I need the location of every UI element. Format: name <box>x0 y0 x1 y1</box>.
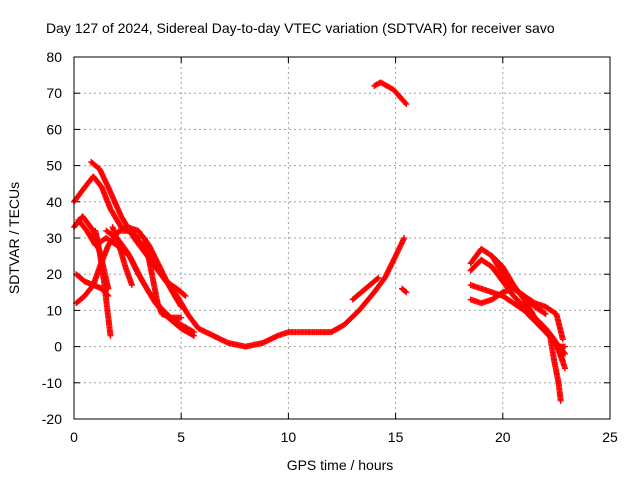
data-point-marker <box>559 336 566 343</box>
series-s7 <box>92 227 114 339</box>
data-point-marker <box>401 235 408 241</box>
data-point-marker <box>374 275 381 282</box>
data-point-marker <box>178 303 185 310</box>
y-tick-label: -20 <box>42 411 62 427</box>
x-tick-label: 25 <box>602 429 618 445</box>
x-tick-labels: 0 5 10 15 20 25 <box>70 429 618 445</box>
data-point-marker <box>561 365 568 372</box>
series-s11 <box>109 224 135 289</box>
data-point-marker <box>402 100 409 107</box>
series-s20 <box>546 332 564 404</box>
y-tick-label: 50 <box>46 158 62 174</box>
series-s21 <box>542 325 568 350</box>
y-axis-title: SDTVAR / TECUs <box>6 182 22 294</box>
series-s14 <box>399 285 410 296</box>
data-point-marker <box>191 329 198 336</box>
data-point-marker <box>561 343 568 350</box>
data-point-marker <box>182 292 189 299</box>
data-point-marker <box>178 314 185 321</box>
x-axis-title: GPS time / hours <box>287 457 394 473</box>
y-tick-label: 30 <box>46 230 62 246</box>
series-s19 <box>489 253 566 343</box>
data-point-marker <box>541 310 548 317</box>
series-s8 <box>103 227 198 336</box>
x-tick-label: 20 <box>495 429 511 445</box>
chart-title: Day 127 of 2024, Sidereal Day-to-day VTE… <box>46 20 555 36</box>
data-point-marker <box>557 397 564 404</box>
y-tick-label: 0 <box>54 339 62 355</box>
data-point-marker <box>402 288 409 295</box>
y-tick-label: 10 <box>46 302 62 318</box>
data-point-marker <box>128 282 135 289</box>
x-tick-label: 5 <box>177 429 185 445</box>
data-point-marker <box>403 101 410 108</box>
y-tick-label: 60 <box>46 121 62 137</box>
y-tick-label: 70 <box>46 85 62 101</box>
y-tick-label: 80 <box>46 49 62 65</box>
data-point-marker <box>177 302 184 309</box>
plot-frame <box>73 56 611 420</box>
x-tick-label: 0 <box>70 429 78 445</box>
series-s12 <box>371 79 410 108</box>
x-tick-label: 10 <box>281 429 297 445</box>
data-point-marker <box>181 292 188 299</box>
data-point-marker <box>375 274 382 281</box>
data-point-marker <box>403 289 410 296</box>
series-s9 <box>124 224 185 310</box>
series-s13 <box>349 274 382 303</box>
y-tick-label: 40 <box>46 194 62 210</box>
data-point-marker <box>189 328 196 335</box>
data-point-marker <box>107 332 114 339</box>
data-point-marker <box>542 311 549 318</box>
series-s10 <box>141 235 185 321</box>
data-series <box>71 79 568 404</box>
y-tick-label: 20 <box>46 266 62 282</box>
y-tick-labels: -20 -10 0 10 20 30 40 50 60 70 80 <box>42 49 62 427</box>
data-point-marker <box>134 234 141 241</box>
x-tick-label: 15 <box>388 429 404 445</box>
y-tick-label: -10 <box>42 375 62 391</box>
